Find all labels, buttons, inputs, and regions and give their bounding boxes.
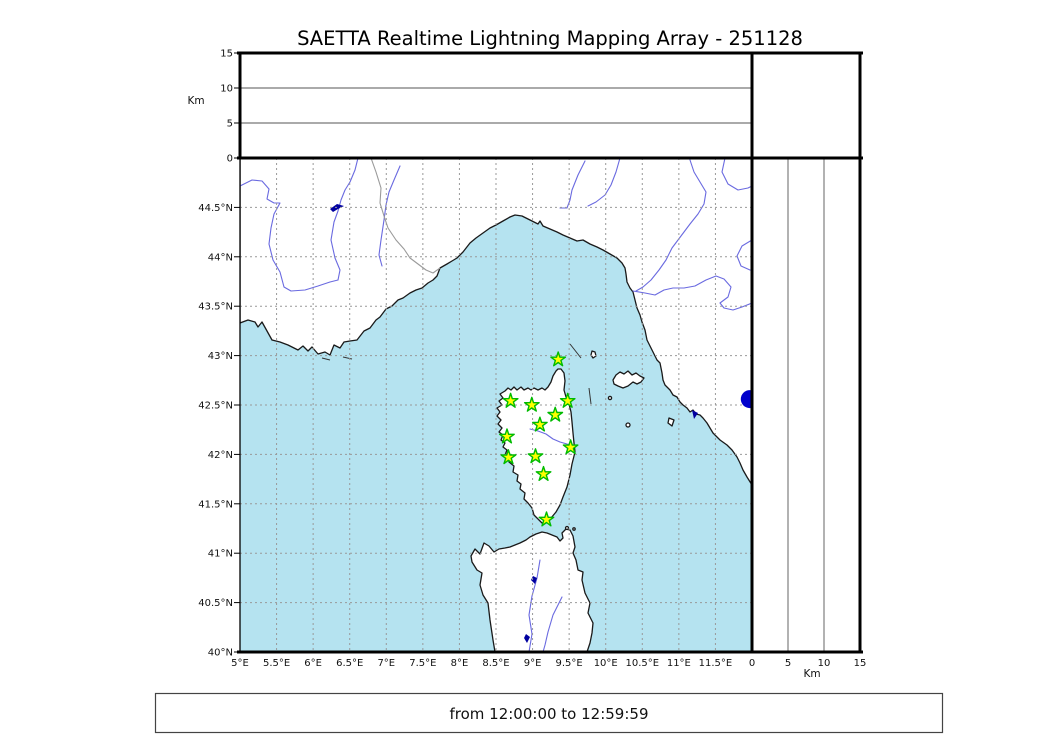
lat-tick-label: 44°N [208,252,233,263]
lma-station-star [532,416,548,432]
lma-station-star [562,439,579,455]
lma-station-star [527,448,544,464]
lon-tick-label: 9°E [524,658,542,669]
river-durance [240,179,339,292]
river-sardinia-1 [528,559,541,652]
lma-station-star [500,449,517,465]
lon-tick-label: 6.5°E [336,658,363,669]
altitude-tick-label-bottom: 10 [818,658,831,669]
lon-tick-label: 11.5°E [699,658,733,669]
lat-tick-label: 43°N [208,351,233,362]
river-durance-upper [330,158,359,281]
island-capraia [590,350,597,359]
altitude-tick-label-left: 15 [220,49,233,60]
lat-tick-label: 42°N [208,450,233,461]
lon-tick-label: 11°E [667,658,691,669]
lon-tick-label: 6°E [304,658,322,669]
lma-station-star [559,392,576,408]
lon-tick-label: 8°E [451,658,469,669]
panel-frames [237,51,863,654]
altitude-tick-label-left: 0 [227,154,233,165]
lake-sardinia-2 [524,634,530,643]
island-montecristo [625,422,631,428]
lat-tick-label: 42.5°N [198,401,233,412]
lat-tick-label: 40°N [208,648,233,659]
river-east-edge [736,239,752,271]
lon-tick-label: 7.5°E [409,658,436,669]
altitude-tick-label-left: 5 [227,119,233,130]
islet-hyeres-east [342,356,353,360]
small-islands [321,350,675,531]
top-panel-altitude-gridlines [240,87,752,124]
lat-tick-label: 41°N [208,549,233,560]
lon-tick-label: 5°E [231,658,249,669]
figure-title: SAETTA Realtime Lightning Mapping Array … [297,27,803,50]
lagoon-orbetello [692,410,698,419]
lon-tick-label: 10.5°E [625,658,659,669]
river-sardinia-2 [542,596,563,652]
island-pianosa [607,395,613,401]
lma-station-star [523,396,540,412]
lma-station-star [550,351,567,367]
river-arno [632,275,752,311]
top-altitude-panel [240,53,752,158]
source-markers [740,390,752,409]
corner-panel [752,53,860,158]
lma-station-star [538,511,555,527]
lma-station-star [535,465,552,481]
altitude-tick-label-bottom: 0 [749,658,755,669]
river-var [378,165,401,267]
island-maddalena-2 [572,527,576,531]
altitude-tick-label-bottom: 5 [785,658,791,669]
lon-tick-label: 9.5°E [556,658,583,669]
lon-tick-label: 5.5°E [263,658,290,669]
country-border-line [370,158,441,274]
lma-station-star [499,428,515,444]
altitude-tick-label-left: 10 [220,84,233,95]
islet-hyeres-west [321,357,331,361]
lma-station-star [502,392,519,408]
altitude-axis-label-bottom: Km [803,668,820,680]
river-liguria-2 [587,158,621,207]
altitude-tick-label-bottom: 15 [854,658,867,669]
lon-tick-label: 7°E [377,658,395,669]
right-panel-altitude-gridlines [787,158,825,652]
lake-serre-poncon [330,204,344,212]
lat-tick-label: 44.5°N [198,203,233,214]
lon-tick-label: 10°E [594,658,618,669]
river-golo-corsica [529,428,573,448]
river-north-edge [721,158,752,191]
island-maddalena [564,525,570,531]
top-panel-background [240,53,752,158]
corner-panel-background [752,53,860,158]
right-panel-background [752,158,860,652]
map-panel [240,158,752,652]
lma-station-star [547,406,564,422]
right-altitude-panel [752,158,860,652]
island-elba [612,370,645,389]
lon-tick-label: 8.5°E [482,658,509,669]
coastline-sardinia [470,528,594,652]
sea-line-mark-1 [569,343,582,359]
lat-tick-label: 43.5°N [198,302,233,313]
lightning-source-dot [740,390,752,409]
river-po-tributary [635,159,707,292]
time-range-box: from 12:00:00 to 12:59:59 [154,692,944,734]
lat-tick-label: 41.5°N [198,499,233,510]
altitude-axis-label-left: Km [187,95,204,107]
lat-tick-label: 40.5°N [198,598,233,609]
time-range-text: from 12:00:00 to 12:59:59 [449,705,648,723]
time-range-border [154,692,944,734]
island-giglio [667,417,675,427]
sea-line-mark-2 [588,387,592,405]
rivers [240,158,752,652]
station-markers [499,351,579,527]
river-liguria-1 [559,160,586,209]
coastline-mainland [240,158,752,486]
axis-tick-labels: 5°E 5.5°E 6°E 6.5°E 7°E 7.5°E 8°E 8.5°E 9°E 9.5°E… [198,49,866,670]
